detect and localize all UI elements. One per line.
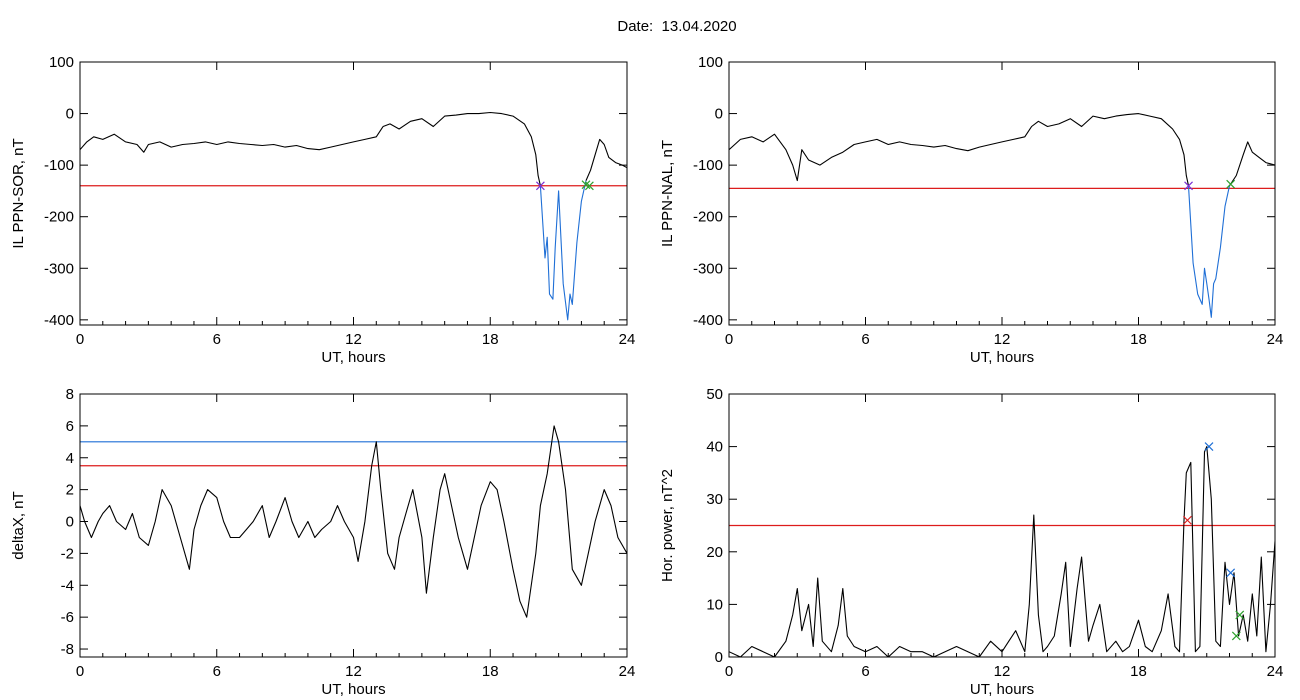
y-tick-label: 0: [715, 106, 723, 123]
y-axis-label: IL PPN-NAL, nT: [659, 140, 676, 247]
x-tick-label: 24: [1267, 331, 1284, 348]
y-tick-label: -400: [44, 312, 74, 329]
y-tick-label: 50: [706, 386, 723, 403]
x-tick-label: 6: [861, 663, 869, 680]
x-tick-label: 0: [76, 663, 84, 680]
y-tick-label: -200: [44, 209, 74, 226]
panel-power: 0 6 12 18 24 50 40 30 20 10 0 UT, hours Hor. power, …: [659, 386, 1283, 698]
axes-frame: [79, 393, 628, 658]
y-tick-label: -4: [61, 577, 74, 594]
series-group: [80, 111, 627, 321]
x-tick-label: 0: [725, 331, 733, 348]
y-tick-label: 2: [66, 482, 74, 499]
marker-stroke: [1226, 568, 1236, 578]
marker-red: [1182, 515, 1192, 525]
series-line-0: [729, 446, 1275, 657]
y-tick-label: 0: [66, 106, 74, 123]
y-tick-label: -300: [44, 260, 74, 277]
x-tick-label: 24: [619, 331, 636, 348]
panel-deltax: 0 6 12 18 24 8 6 4 2 0 -2 -4 -6 -8 UT, hours deltaX, nT: [10, 386, 635, 698]
x-axis-label: UT, hours: [321, 349, 385, 366]
y-tick-label: 100: [49, 54, 74, 71]
x-tick-label: 0: [76, 331, 84, 348]
panel-nal: 0 6 12 18 24 100 0 -100 -200 -300 -400 UT, hours IL …: [659, 54, 1283, 366]
series-group: [80, 425, 627, 618]
marker-green: [1226, 179, 1236, 189]
y-tick-label: 8: [66, 386, 74, 403]
marker-purple: [1184, 181, 1193, 191]
x-axis-label: UT, hours: [970, 681, 1034, 698]
y-tick-label: -2: [61, 545, 74, 562]
y-tick-label: -100: [693, 157, 723, 174]
y-tick-label: -400: [693, 312, 723, 329]
marker-stroke: [1226, 179, 1236, 189]
y-tick-label: 0: [715, 649, 723, 666]
marker-blue: [1204, 442, 1214, 452]
x-tick-label: 12: [345, 663, 362, 680]
series-line-1: [539, 180, 587, 321]
series-group: [729, 113, 1275, 318]
y-axis-label: deltaX, nT: [10, 491, 27, 559]
x-tick-label: 24: [1267, 663, 1284, 680]
x-tick-label: 12: [345, 331, 362, 348]
y-tick-label: 4: [66, 450, 74, 467]
marker-stroke: [1231, 631, 1241, 641]
marker-stroke: [535, 181, 545, 191]
marker-green: [1235, 610, 1245, 620]
figure-title: Date: 13.04.2020: [617, 18, 737, 35]
marker-stroke: [1235, 610, 1245, 620]
y-tick-label: -100: [44, 157, 74, 174]
y-axis-label: IL PPN-SOR, nT: [10, 138, 27, 248]
marker-green: [1231, 631, 1241, 641]
marker-stroke: [1182, 515, 1192, 525]
x-tick-label: 6: [213, 331, 221, 348]
y-tick-label: 40: [706, 439, 723, 456]
x-tick-label: 6: [861, 331, 869, 348]
series-line-0: [80, 111, 541, 186]
marker-stroke: [584, 181, 594, 191]
y-tick-label: 10: [706, 596, 723, 613]
series-group: [729, 446, 1275, 657]
x-tick-label: 12: [994, 663, 1011, 680]
y-tick-label: -8: [61, 641, 74, 658]
y-axis-label: Hor. power, nT^2: [659, 469, 676, 582]
marker-stroke: [1204, 442, 1214, 452]
x-tick-label: 12: [994, 331, 1011, 348]
y-tick-label: 20: [706, 544, 723, 561]
y-tick-label: 0: [66, 514, 74, 531]
x-axis-label: UT, hours: [970, 349, 1034, 366]
axes-frame: [728, 393, 1276, 658]
marker-stroke: [1184, 181, 1193, 191]
y-tick-label: -300: [693, 260, 723, 277]
y-tick-label: 6: [66, 418, 74, 435]
marker-stroke: [581, 180, 591, 190]
marker-purple: [535, 181, 545, 191]
x-tick-label: 18: [1130, 663, 1147, 680]
series-line-0: [80, 425, 627, 618]
y-tick-label: -200: [693, 209, 723, 226]
x-tick-label: 6: [213, 663, 221, 680]
y-tick-label: 100: [698, 54, 723, 71]
x-tick-label: 0: [725, 663, 733, 680]
x-axis-label: UT, hours: [321, 681, 385, 698]
axes-frame: [728, 61, 1276, 326]
x-tick-label: 24: [619, 663, 636, 680]
marker-green: [584, 181, 594, 191]
marker-green: [581, 180, 591, 190]
series-line-2: [1229, 141, 1275, 187]
x-tick-label: 18: [482, 331, 499, 348]
y-tick-label: 30: [706, 491, 723, 508]
panel-sor: 0 6 12 18 24 100 0 -100 -200 -300 -400 UT, hours IL …: [10, 54, 635, 366]
x-tick-label: 18: [482, 663, 499, 680]
axes-frame: [79, 61, 628, 326]
y-tick-label: -6: [61, 609, 74, 626]
x-tick-label: 18: [1130, 331, 1147, 348]
series-line-2: [585, 138, 627, 181]
marker-blue: [1226, 568, 1236, 578]
series-line-0: [729, 113, 1190, 186]
series-line-1: [1187, 185, 1231, 318]
